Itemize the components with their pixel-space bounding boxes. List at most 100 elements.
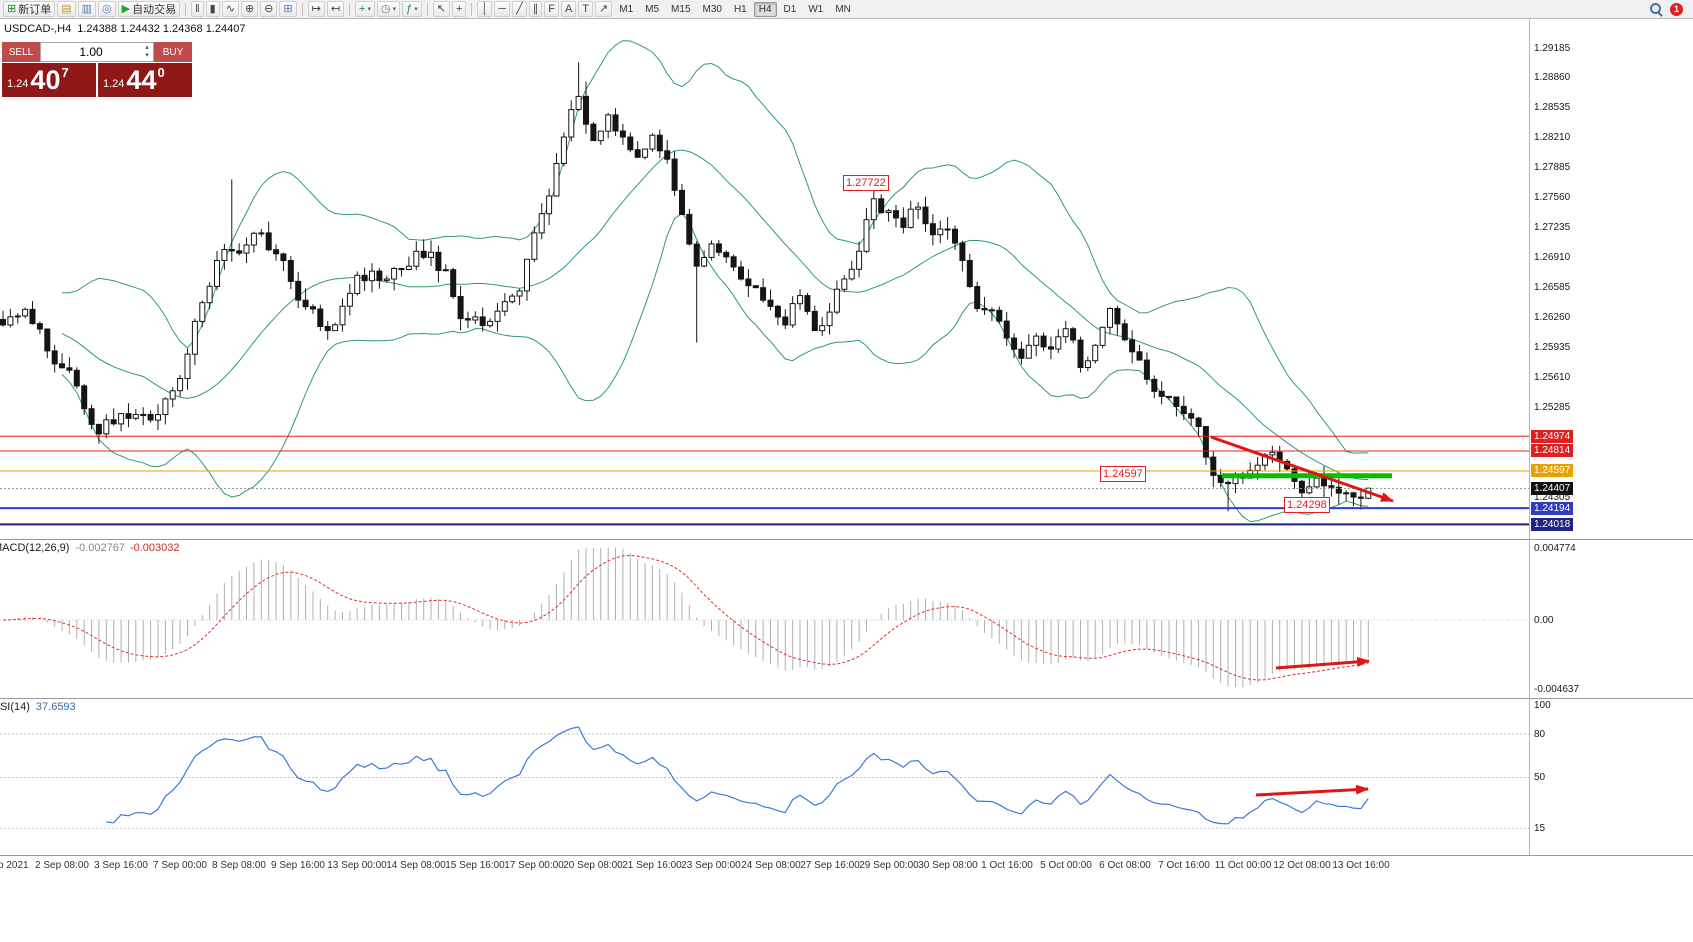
toolbar-separator bbox=[185, 2, 187, 16]
price-axis-label: 1.26260 bbox=[1534, 312, 1571, 323]
timeframe-m1[interactable]: M1 bbox=[614, 2, 638, 17]
auto-trading-button-label: 自动交易 bbox=[132, 4, 177, 16]
new-order-button[interactable]: ⊞ 新订单 bbox=[3, 1, 56, 17]
zoom-in-button[interactable]: ⊕ bbox=[240, 1, 259, 17]
timeframe-h4[interactable]: H4 bbox=[753, 1, 777, 17]
price-axis-label: 1.27235 bbox=[1534, 222, 1571, 233]
price-axis-label: 1.28535 bbox=[1534, 102, 1571, 113]
buy-button[interactable]: BUY bbox=[154, 42, 192, 62]
timeframe-w1[interactable]: W1 bbox=[803, 2, 828, 17]
market-watch-button[interactable]: ▤ bbox=[57, 1, 76, 17]
macd-axis-label: 0.004774 bbox=[1534, 543, 1576, 554]
price-axis-label: 1.28860 bbox=[1534, 72, 1571, 83]
price-tag[interactable]: 1.24597 bbox=[1100, 466, 1146, 482]
time-axis-label: 23 Sep 00:00 bbox=[681, 860, 741, 871]
bar-chart-type-icon: ‖ bbox=[195, 2, 200, 15]
new-chart-button[interactable]: + ▾ bbox=[355, 1, 375, 17]
panel-splitter-rsi[interactable] bbox=[0, 698, 1693, 699]
macd-value: -0.002767 bbox=[75, 542, 125, 554]
timeframe-mn[interactable]: MN bbox=[830, 2, 856, 17]
crosshair-button[interactable]: + bbox=[451, 1, 467, 17]
horizontal-line-icon: ─ bbox=[498, 2, 507, 15]
ask-price-button[interactable]: 1.24 44 0 bbox=[98, 63, 192, 97]
channel-button[interactable]: ∥ bbox=[528, 1, 543, 17]
volume-up-button[interactable]: ▴ bbox=[145, 44, 149, 51]
price-axis-label: 1.24974 bbox=[1531, 430, 1574, 443]
profiles-button[interactable]: ◷ ▾ bbox=[376, 1, 401, 17]
auto-scroll-icon: ↦ bbox=[311, 2, 321, 15]
new-order-icon: ⊞ bbox=[7, 2, 17, 15]
text-button[interactable]: A bbox=[560, 1, 577, 17]
indicators-button[interactable]: ƒ ▾ bbox=[402, 1, 422, 17]
candlestick-chart-type-button[interactable]: ▮ bbox=[205, 1, 220, 17]
cursor-button[interactable]: ↖ bbox=[432, 1, 450, 17]
rsi-axis-label: 100 bbox=[1534, 700, 1551, 711]
sell-button[interactable]: SELL bbox=[2, 42, 40, 62]
trendline-button[interactable]: ╱ bbox=[512, 1, 527, 17]
print-preview-button[interactable]: ◎ bbox=[98, 1, 116, 17]
panel-splitter-macd[interactable] bbox=[0, 539, 1693, 540]
price-axis-label: 1.26910 bbox=[1534, 252, 1571, 263]
bar-chart-type-button[interactable]: ‖ bbox=[191, 1, 204, 17]
fibonacci-button[interactable]: F bbox=[544, 1, 559, 17]
time-axis-label: 15 Sep 16:00 bbox=[445, 860, 505, 871]
zoom-out-button[interactable]: ⊖ bbox=[260, 1, 278, 17]
chart-shift-button[interactable]: ↤ bbox=[326, 1, 345, 17]
volume-down-button[interactable]: ▾ bbox=[145, 52, 149, 59]
rsi-name: RSI(14) bbox=[0, 701, 30, 713]
symbol-info: USDCAD-,H4 1.24388 1.24432 1.24368 1.2440… bbox=[4, 23, 245, 35]
tile-windows-button[interactable]: ⊞ bbox=[279, 1, 297, 17]
bid-price-button[interactable]: 1.24 40 7 bbox=[2, 63, 96, 97]
auto-trading-button[interactable]: ▶ 自动交易 bbox=[117, 1, 181, 17]
macd-axis-label: 0.00 bbox=[1534, 615, 1554, 626]
timeframe-h1[interactable]: H1 bbox=[729, 2, 752, 17]
price-axis[interactable]: 1.29185 1.28860 1.28535 1.28210 1.27885 1.275… bbox=[1531, 0, 1691, 880]
print-button[interactable]: ▥ bbox=[77, 1, 97, 17]
horizontal-line-button[interactable]: ─ bbox=[494, 1, 511, 17]
price-tag[interactable]: 1.27722 bbox=[843, 175, 889, 191]
time-axis-label: 7 Oct 16:00 bbox=[1158, 860, 1210, 871]
macd-signal-value: -0.003032 bbox=[129, 542, 180, 554]
rsi-value: 37.6593 bbox=[35, 701, 76, 713]
time-axis-label: 13 Sep 00:00 bbox=[327, 860, 387, 871]
market-watch-icon: ▤ bbox=[61, 2, 72, 15]
time-axis-label: 5 Oct 00:00 bbox=[1040, 860, 1092, 871]
rsi-axis-label: 80 bbox=[1534, 729, 1546, 740]
notification-badge[interactable]: 1 bbox=[1670, 2, 1683, 16]
vertical-line-button[interactable]: │ bbox=[477, 1, 493, 17]
channel-icon: ∥ bbox=[532, 2, 539, 15]
price-axis-label: 1.24407 bbox=[1531, 482, 1574, 495]
bid-price-big: 40 bbox=[30, 65, 61, 96]
toolbar: ⊞ 新订单 ▤ ▥ ◎ ▶ 自动交易 ‖ ▮ ∿ ⊕ ⊖ ⊞ ↦ ↤ + ▾ ◷ ▾ ƒ ▾ ↖ + │ ─ ╱ ∥ F A T ↗ M1 M… bbox=[0, 0, 1693, 19]
macd-name: MACD(12,26,9) bbox=[0, 542, 70, 554]
ask-price-sup: 0 bbox=[157, 65, 165, 80]
timeframe-m15[interactable]: M15 bbox=[666, 2, 695, 17]
time-axis-label: 12 Oct 08:00 bbox=[1273, 860, 1331, 871]
time-axis-label: 8 Sep 08:00 bbox=[212, 860, 266, 871]
search-icon[interactable] bbox=[1649, 2, 1663, 16]
print-preview-icon: ◎ bbox=[102, 2, 112, 15]
price-tag[interactable]: 1.24298 bbox=[1284, 497, 1330, 513]
rsi-label: RSI(14) 37.6593 bbox=[0, 701, 76, 713]
label-button[interactable]: T bbox=[578, 1, 594, 17]
trendline-icon: ╱ bbox=[516, 2, 523, 15]
toolbar-separator bbox=[471, 2, 473, 16]
timeframe-m30[interactable]: M30 bbox=[698, 2, 727, 17]
chevron-down-icon: ▾ bbox=[367, 6, 371, 13]
arrows-button[interactable]: ↗ bbox=[595, 1, 613, 17]
timeframe-d1[interactable]: D1 bbox=[779, 2, 802, 17]
print-icon: ▥ bbox=[81, 2, 93, 15]
price-axis-label: 1.24305 bbox=[1534, 492, 1571, 503]
rsi-axis-label: 15 bbox=[1534, 823, 1546, 834]
ask-price-small: 1.24 bbox=[103, 78, 125, 90]
auto-scroll-button[interactable]: ↦ bbox=[307, 1, 325, 17]
line-chart-type-button[interactable]: ∿ bbox=[221, 1, 239, 17]
volume-input[interactable] bbox=[41, 44, 141, 60]
time-axis-label: 7 Sep 00:00 bbox=[153, 860, 207, 871]
rsi-axis-label: 50 bbox=[1534, 772, 1546, 783]
cursor-icon: ↖ bbox=[436, 2, 446, 15]
toolbar-separator bbox=[301, 2, 303, 16]
time-axis[interactable]: 1 Sep 2021 2 Sep 08:00 3 Sep 16:00 7 Sep 00… bbox=[0, 856, 1693, 876]
timeframe-m5[interactable]: M5 bbox=[640, 2, 664, 17]
